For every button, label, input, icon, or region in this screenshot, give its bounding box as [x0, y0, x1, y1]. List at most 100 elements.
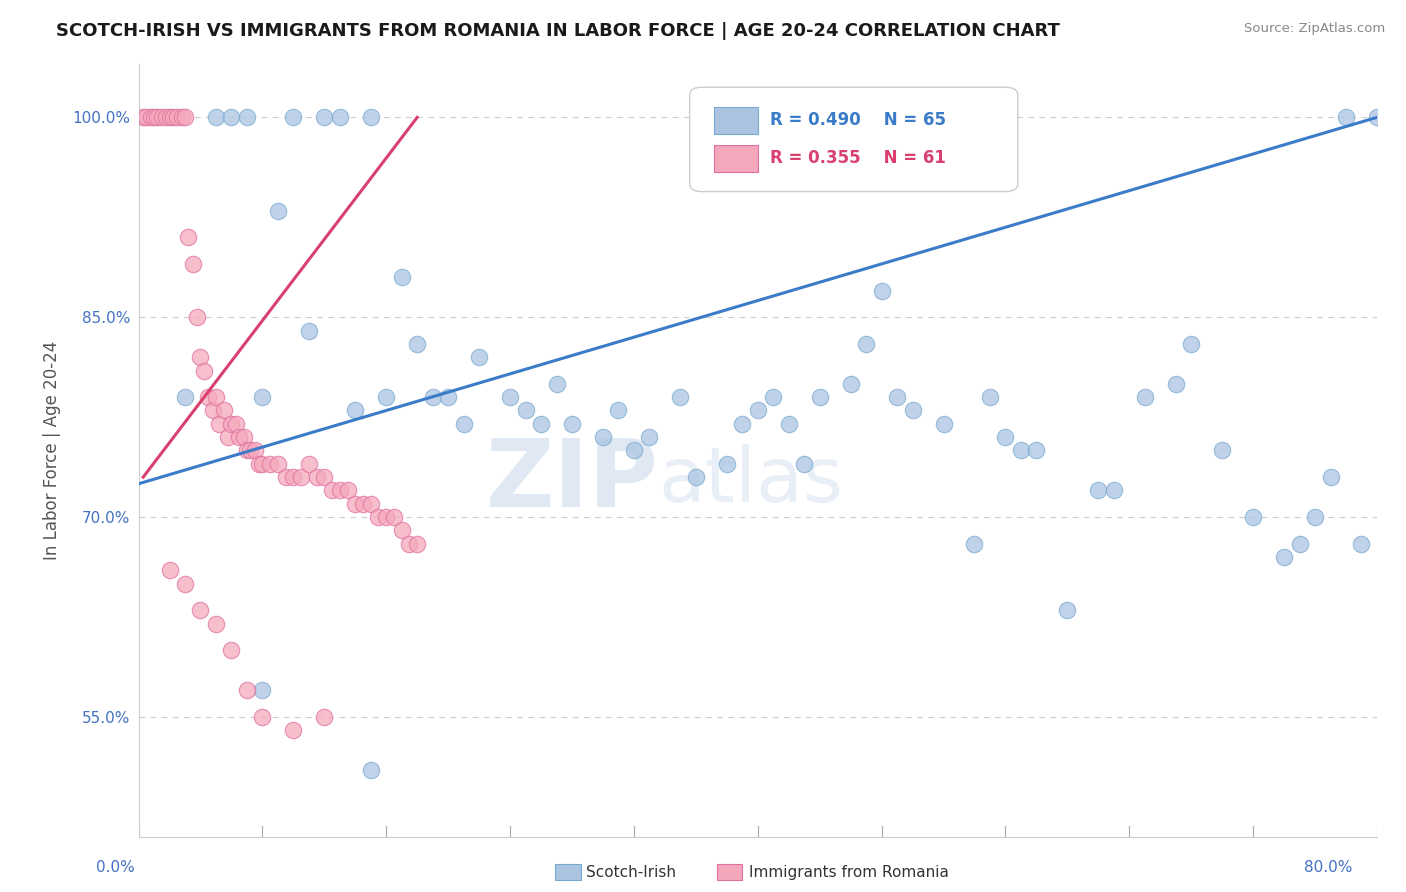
Point — [979, 390, 1001, 404]
Point — [146, 111, 169, 125]
Point — [685, 470, 707, 484]
Point — [190, 603, 212, 617]
Text: Immigrants from Romania: Immigrants from Romania — [749, 865, 949, 880]
Point — [901, 403, 924, 417]
Point — [259, 457, 281, 471]
Point — [186, 310, 208, 325]
Point — [243, 443, 266, 458]
Point — [283, 470, 305, 484]
Point — [305, 470, 328, 484]
Point — [221, 643, 243, 657]
Point — [177, 230, 200, 244]
Point — [274, 470, 297, 484]
Point — [344, 497, 367, 511]
Point — [1211, 443, 1233, 458]
Point — [181, 257, 204, 271]
Point — [174, 576, 197, 591]
FancyBboxPatch shape — [689, 87, 1018, 192]
Point — [170, 111, 193, 125]
Point — [159, 563, 181, 577]
Point — [1056, 603, 1078, 617]
Bar — [714, 106, 758, 134]
Point — [1365, 111, 1388, 125]
Point — [839, 376, 862, 391]
Y-axis label: In Labor Force | Age 20-24: In Labor Force | Age 20-24 — [44, 341, 60, 560]
Point — [1241, 510, 1264, 524]
Text: R = 0.490    N = 65: R = 0.490 N = 65 — [770, 111, 946, 128]
Point — [252, 390, 274, 404]
Point — [1334, 111, 1357, 125]
Point — [747, 403, 769, 417]
Point — [1025, 443, 1047, 458]
Point — [638, 430, 661, 444]
Point — [150, 111, 173, 125]
Point — [468, 350, 491, 364]
Point — [190, 350, 212, 364]
Point — [561, 417, 583, 431]
Text: atlas: atlas — [658, 444, 844, 518]
Point — [886, 390, 908, 404]
Point — [453, 417, 475, 431]
Point — [716, 457, 738, 471]
Point — [344, 403, 367, 417]
Point — [329, 483, 352, 498]
Point — [1010, 443, 1032, 458]
Point — [382, 510, 405, 524]
Text: Scotch-Irish: Scotch-Irish — [586, 865, 676, 880]
Point — [592, 430, 614, 444]
Point — [221, 417, 243, 431]
Point — [143, 111, 166, 125]
Point — [232, 430, 254, 444]
Point — [298, 324, 321, 338]
Point — [267, 203, 290, 218]
Point — [205, 111, 228, 125]
Point — [1272, 549, 1295, 564]
Point — [1303, 510, 1326, 524]
Point — [228, 430, 250, 444]
Point — [314, 111, 336, 125]
Point — [252, 457, 274, 471]
Point — [352, 497, 374, 511]
Point — [197, 390, 219, 404]
Point — [236, 111, 259, 125]
Point — [1133, 390, 1156, 404]
Point — [391, 524, 413, 538]
Point — [329, 111, 352, 125]
Point — [252, 683, 274, 698]
Point — [778, 417, 800, 431]
Point — [855, 337, 877, 351]
Point — [1319, 470, 1341, 484]
Point — [963, 537, 986, 551]
Point — [314, 710, 336, 724]
Point — [283, 723, 305, 738]
Text: 80.0%: 80.0% — [1305, 860, 1353, 874]
Point — [205, 390, 228, 404]
Point — [994, 430, 1017, 444]
Point — [205, 616, 228, 631]
Bar — [714, 145, 758, 172]
Point — [290, 470, 312, 484]
Point — [267, 457, 290, 471]
Point — [166, 111, 188, 125]
Point — [139, 111, 162, 125]
Point — [546, 376, 568, 391]
Point — [247, 457, 270, 471]
Point — [159, 111, 181, 125]
Point — [360, 111, 382, 125]
Point — [1087, 483, 1109, 498]
Point — [1180, 337, 1202, 351]
Text: R = 0.355    N = 61: R = 0.355 N = 61 — [770, 149, 946, 168]
Point — [375, 510, 398, 524]
Point — [1288, 537, 1310, 551]
Point — [499, 390, 522, 404]
Point — [623, 443, 645, 458]
Point — [283, 111, 305, 125]
Point — [607, 403, 630, 417]
Point — [221, 111, 243, 125]
Point — [391, 270, 413, 285]
Point — [515, 403, 537, 417]
Point — [793, 457, 815, 471]
Point — [321, 483, 343, 498]
Point — [239, 443, 262, 458]
Point — [336, 483, 359, 498]
